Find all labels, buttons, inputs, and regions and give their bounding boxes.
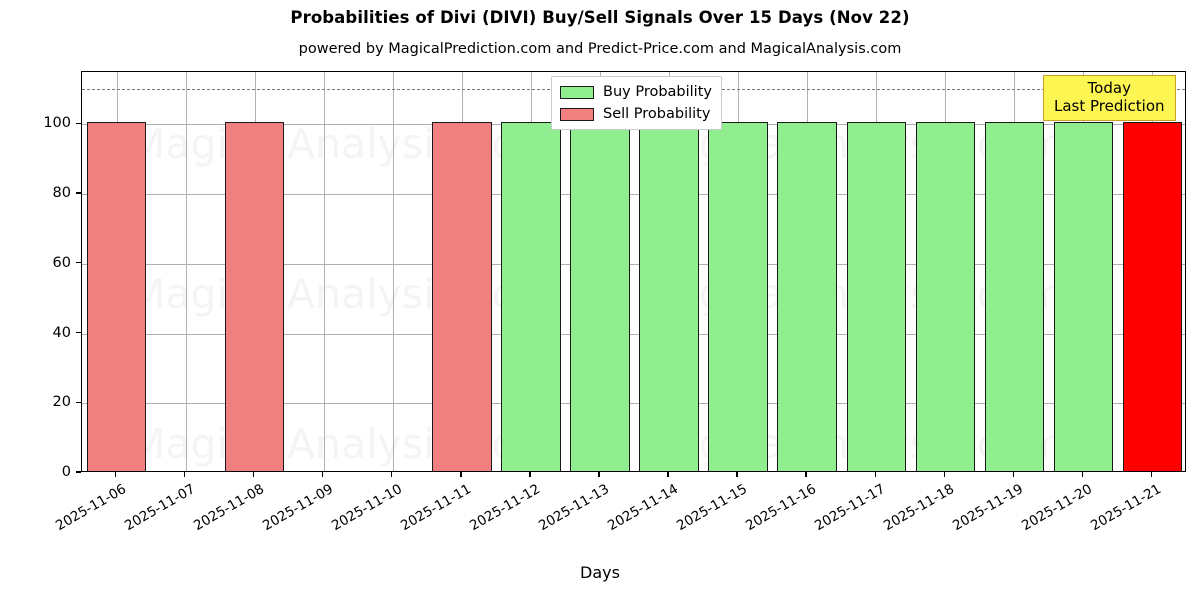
legend-label-sell: Sell Probability — [603, 106, 711, 122]
x-tick-mark — [1012, 472, 1015, 477]
bar-sell-2025-11-11 — [432, 122, 492, 471]
x-tick-mark — [736, 472, 738, 477]
plot-area: MagicalAnalysis.com MagicalAnalysis.com Ma… — [81, 71, 1186, 472]
x-tick-mark — [252, 472, 255, 477]
bar-buy-2025-11-13 — [570, 122, 630, 471]
y-tick-label: 40 — [52, 324, 71, 341]
x-tick-mark — [460, 472, 462, 477]
bar-buy-2025-11-18 — [915, 122, 975, 471]
bar-buy-2025-11-19 — [984, 122, 1045, 471]
y-tick-mark — [76, 401, 81, 403]
legend-label-buy: Buy Probability — [603, 84, 712, 100]
y-tick-mark — [76, 262, 81, 264]
legend-item-buy: Buy Probability — [560, 83, 712, 101]
bar-buy-2025-11-16 — [777, 122, 837, 471]
watermark-text: MagicalAnalysis.com — [130, 270, 557, 318]
gridline-vertical — [323, 72, 325, 471]
gridline-horizontal — [82, 194, 1185, 196]
x-tick-mark — [805, 472, 807, 477]
legend-item-sell: Sell Probability — [560, 105, 712, 123]
y-tick-label: 20 — [52, 394, 71, 411]
x-tick-mark — [943, 472, 945, 477]
annotation-line-today: Today — [1087, 79, 1131, 97]
y-tick-label: 100 — [43, 115, 71, 132]
bar-sell-2025-11-06 — [86, 122, 147, 471]
y-tick-label: 80 — [52, 185, 71, 202]
y-tick-mark — [76, 122, 81, 124]
bar-highlight-2025-11-21 — [1122, 122, 1183, 471]
chart-legend: Buy Probability Sell Probability — [551, 76, 722, 130]
y-tick-mark — [76, 331, 81, 334]
x-axis-label: Days — [580, 563, 620, 582]
x-tick-mark — [183, 472, 186, 477]
watermark-text: MagicalAnalysis.com — [130, 420, 557, 468]
bar-buy-2025-11-17 — [846, 122, 906, 471]
y-tick-label: 60 — [52, 254, 71, 271]
gridline-vertical — [392, 72, 394, 471]
x-tick-mark — [874, 472, 876, 477]
gridline-horizontal — [82, 263, 1185, 265]
bar-buy-2025-11-12 — [501, 122, 561, 471]
gridline-horizontal — [82, 333, 1185, 335]
watermark-text: MagicalAnalysis.com — [130, 120, 557, 168]
bar-buy-2025-11-14 — [639, 122, 699, 471]
y-tick-label: 0 — [61, 464, 71, 480]
bar-buy-2025-11-15 — [708, 122, 768, 471]
annotation-line-last-prediction: Last Prediction — [1054, 97, 1165, 116]
x-tick-mark — [529, 472, 531, 477]
legend-swatch-buy — [560, 85, 594, 99]
bar-sell-2025-11-08 — [224, 122, 285, 471]
x-tick-mark — [598, 472, 600, 477]
today-last-prediction-annotation: Today Last Prediction — [1043, 75, 1176, 121]
gridline-horizontal — [82, 403, 1185, 405]
x-tick-mark — [1081, 472, 1084, 477]
x-tick-mark — [1150, 472, 1153, 477]
x-tick-mark — [667, 472, 669, 477]
legend-swatch-sell — [560, 107, 594, 121]
chart-subtitle: powered by MagicalPrediction.com and Pre… — [298, 41, 902, 57]
y-tick-mark — [76, 471, 81, 473]
y-tick-mark — [76, 192, 81, 194]
x-tick-mark — [114, 472, 117, 477]
x-tick-mark — [322, 472, 324, 477]
chart-title: Probabilities of Divi (DIVI) Buy/Sell Si… — [290, 8, 910, 27]
gridline-vertical — [185, 72, 187, 471]
x-tick-mark — [391, 472, 393, 477]
bar-buy-2025-11-20 — [1053, 122, 1114, 471]
